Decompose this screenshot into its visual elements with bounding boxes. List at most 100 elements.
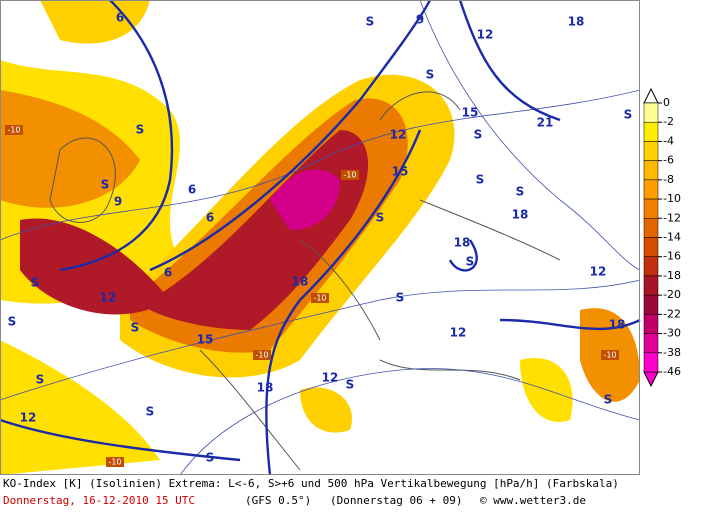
isoline-label: S (8, 315, 17, 329)
coastline (49, 91, 561, 471)
colorbar-segment (643, 218, 659, 238)
footer-credit: © www.wetter3.de (480, 494, 586, 507)
colorbar-segment (643, 179, 659, 200)
isoline-label: -10 (7, 126, 20, 135)
isoline-label: 9 (114, 195, 122, 209)
isoline-label: S (476, 173, 485, 187)
isoline-label: S (146, 405, 155, 419)
isoline-label: 12 (100, 291, 117, 305)
field-orange (0, 90, 140, 208)
isoline-label: 12 (322, 371, 339, 385)
colorbar-tick-label: -2 (663, 115, 674, 128)
label-box (5, 125, 23, 135)
colorbar-segment (643, 256, 659, 277)
isoline-label: S (474, 128, 483, 142)
isoline-thick (0, 0, 641, 476)
isoline-label: -10 (343, 171, 356, 180)
isoline-label: S (604, 393, 613, 407)
colorbar-tick-label: -14 (663, 231, 681, 244)
isoline-label: 18 (454, 236, 471, 250)
isoline-label: S (366, 15, 375, 29)
isoline-label: 6 (188, 183, 196, 197)
colorbar-segment (643, 102, 659, 123)
isoline-label: S (516, 185, 525, 199)
colorbar-tick-label: -22 (663, 307, 681, 320)
colorbar-tick-label: -20 (663, 288, 681, 301)
colorbar-bottom-arrow (643, 371, 659, 388)
isoline-label: 12 (590, 265, 607, 279)
isoline-label: S (31, 276, 40, 290)
map (0, 0, 641, 476)
isoline-label: 15 (392, 165, 409, 179)
isoline-label: 18 (257, 381, 274, 395)
colorbar-segment (643, 198, 659, 219)
field-yellow (0, 340, 160, 475)
map-frame (0, 0, 640, 475)
field-yellow (300, 387, 352, 433)
colorbar-tick-label: -46 (663, 365, 681, 378)
colorbar-tick-label: -4 (663, 134, 674, 147)
colorbar-segment (643, 333, 659, 354)
isoline-label: 18 (609, 318, 626, 332)
colorbar-segment (643, 294, 659, 315)
isoline-label: S (131, 321, 140, 335)
isoline-label: S (101, 178, 110, 192)
isoline-label: S (624, 108, 633, 122)
isoline-label: 12 (477, 28, 494, 42)
field-magenta (270, 169, 340, 230)
colorbar-tick-label: -30 (663, 327, 681, 340)
colorbar-tick-label: -12 (663, 211, 681, 224)
isoline-label: -10 (603, 351, 616, 360)
isoline-label: 6 (164, 266, 172, 280)
isoline-label: 12 (20, 411, 37, 425)
colorbar-tick-label: -8 (663, 173, 674, 186)
isoline-label: S (396, 291, 405, 305)
footer-run: (Donnerstag 06 + 09) (330, 494, 462, 507)
isoline-label: 21 (537, 116, 554, 130)
isoline-label: S (426, 68, 435, 82)
colorbar-tick-label: 0 (663, 96, 670, 109)
isoline-label: 15 (462, 106, 479, 120)
field-red (20, 218, 170, 315)
field-yellow (40, 0, 150, 44)
footer: KO-Index [K] (Isolinien) Extrema: L<-6, … (3, 477, 619, 507)
isoline-label: -10 (108, 458, 121, 467)
colorbar-segment (643, 352, 659, 373)
colorbar-tick-label: -16 (663, 250, 681, 263)
isoline-label: 6 (116, 11, 124, 25)
isoline-label: S (466, 255, 475, 269)
label-box (106, 457, 124, 467)
colorbar-segment (643, 121, 659, 142)
colorbar-tick-label: -18 (663, 269, 681, 282)
isoline-label: S (36, 373, 45, 387)
label-box (341, 170, 359, 180)
label-box (601, 350, 619, 360)
isoline-label: S (206, 451, 215, 465)
isoline-label: 12 (390, 128, 407, 142)
footer-model: (GFS 0.5°) (245, 494, 311, 507)
colorbar-tick-label: -6 (663, 154, 674, 167)
colorbar-segment (643, 141, 659, 161)
isoline-label: 18 (292, 275, 309, 289)
colorbar-segment (643, 275, 659, 296)
isoline-label: S (346, 378, 355, 392)
isoline-label: 9 (416, 13, 424, 27)
colorbar-top-arrow (643, 87, 659, 104)
isoline-label: 18 (568, 15, 585, 29)
isoline-label: 18 (512, 208, 529, 222)
colorbar-segment (643, 237, 659, 257)
isoline-label: S (376, 211, 385, 225)
isoline-label: S (136, 123, 145, 137)
isoline-label: -10 (313, 294, 326, 303)
colorbar-tick-label: -10 (663, 192, 681, 205)
footer-line1: KO-Index [K] (Isolinien) Extrema: L<-6, … (3, 477, 619, 490)
footer-date: Donnerstag, 16-12-2010 15 UTC (3, 494, 195, 507)
colorbar: 0 -2 -4 -6 -8 -10 -12 -14 -16 -18 -20 -22 -30 -38 -46 (643, 87, 681, 388)
colorbar-tick-label: -38 (663, 346, 681, 359)
colorbar-segment (643, 314, 659, 334)
label-box (253, 350, 271, 360)
label-box (311, 293, 329, 303)
